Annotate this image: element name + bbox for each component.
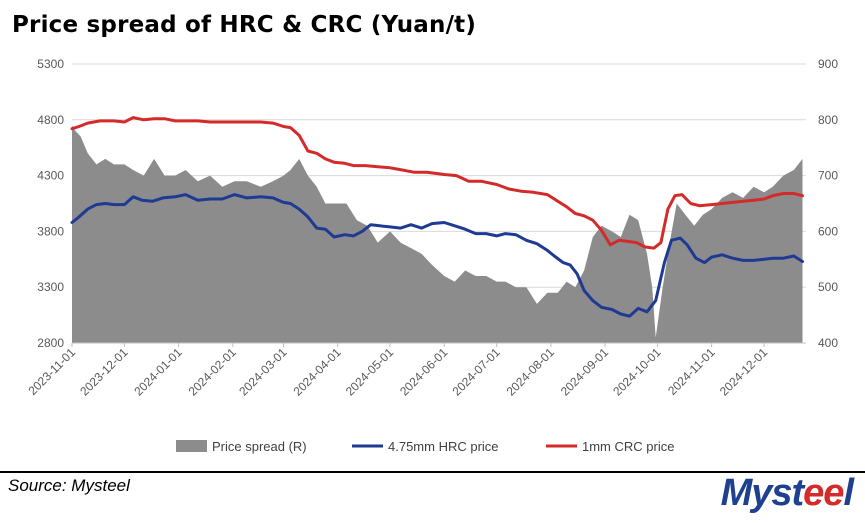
series-line-1mm-crc-price [70,116,804,250]
y-left-tick-label: 4300 [37,169,64,183]
x-tick-label: 2024-05-01 [343,345,397,399]
y-right-tick-label: 700 [818,169,838,183]
x-tick-label: 2024-01-01 [131,345,185,399]
legend-label: Price spread (R) [212,439,307,454]
x-tick-label: 2024-09-01 [558,345,612,399]
left-axis: 2800 3300 3800 4300 4800 5300 [37,57,64,350]
series-area-price-spread-r [72,125,803,344]
x-tick-label: 2023-11-01 [25,345,78,398]
x-tick-label: 2024-04-01 [290,345,344,399]
series-line-4-75mm-hrc-price [70,193,804,318]
y-left-tick-label: 3800 [37,224,64,238]
x-tick-label: 2024-08-01 [504,345,558,399]
price-lines-layer [70,116,804,318]
legend: Price spread (R) 4.75mm HRC price 1mm CRC … [176,439,674,454]
x-tick-label: 2024-11-01 [665,345,718,398]
x-tick-label: 2024-12-01 [717,345,771,399]
y-right-tick-label: 900 [818,57,838,71]
y-left-tick-label: 4800 [37,113,64,127]
footer-divider [0,471,865,473]
chart-area: 2800 3300 3800 4300 4800 5300 400 500 600 700 800… [25,57,838,454]
source-note: Source: Mysteel [8,476,130,495]
x-tick-label: 2024-02-01 [186,345,240,399]
x-tick-label: 2024-10-01 [610,345,664,399]
x-tick-label: 2024-03-01 [236,345,290,399]
y-right-tick-label: 400 [818,336,838,350]
legend-label: 4.75mm HRC price [388,439,499,454]
x-tick-label: 2023-12-01 [77,345,131,399]
brand-logo: Mysteel [720,472,854,514]
y-left-tick-label: 3300 [37,280,64,294]
x-tick-label: 2024-06-01 [397,345,451,399]
y-right-tick-label: 500 [818,280,838,294]
page-title: Price spread of HRC & CRC (Yuan/t) [12,12,477,38]
right-axis: 400 500 600 700 800 900 [818,57,838,350]
logo-accent: ee [803,472,844,514]
x-tick-label: 2024-07-01 [449,345,503,399]
x-axis: 2023-11-01 2023-12-01 2024-01-01 2024-02-01… [25,342,806,399]
spread-area-layer [72,125,803,344]
y-right-tick-label: 800 [818,113,838,127]
y-right-tick-label: 600 [818,224,838,238]
legend-label: 1mm CRC price [582,439,674,454]
legend-swatch-area [176,440,207,452]
y-left-tick-label: 5300 [37,57,64,71]
y-left-tick-label: 2800 [37,336,64,350]
